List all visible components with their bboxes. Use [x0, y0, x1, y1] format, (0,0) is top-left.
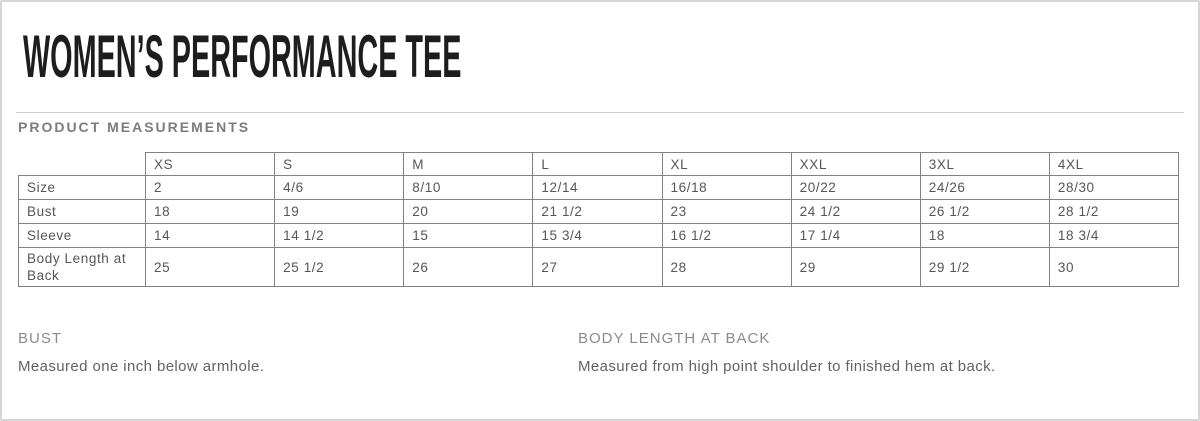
- measurement-cell: 30: [1048, 247, 1180, 287]
- table-row: Size 2 4/6 8/10 12/14 16/18 20/22 24/26 28/30: [18, 175, 1180, 200]
- measurement-cell: 15 3/4: [532, 223, 663, 248]
- measurement-cell: 16 1/2: [661, 223, 792, 248]
- section-heading: PRODUCT MEASUREMENTS: [18, 119, 251, 135]
- measurement-cell: 18: [144, 199, 276, 224]
- measurements-table-head: XS S M L XL XXL 3XL 4XL: [19, 152, 1180, 176]
- measurement-cell: 16/18: [661, 175, 792, 200]
- measurement-cell: 18: [919, 223, 1050, 248]
- measurement-cell: 28/30: [1048, 175, 1180, 200]
- footnotes: BUST Measured one inch below armhole. BO…: [18, 330, 1188, 375]
- measurement-cell: 18 3/4: [1048, 223, 1180, 248]
- measurement-cell: 27: [532, 247, 663, 287]
- note-body-length-heading: BODY LENGTH AT BACK: [578, 330, 771, 347]
- measurement-cell: 25: [144, 247, 276, 287]
- row-label: Sleeve: [18, 223, 146, 248]
- measurement-cell: 19: [274, 199, 405, 224]
- measurement-cell: 26 1/2: [919, 199, 1050, 224]
- measurement-cell: 14: [144, 223, 276, 248]
- measurement-cell: 25 1/2: [274, 247, 405, 287]
- column-header: XXL: [790, 152, 921, 176]
- divider: [16, 112, 1184, 113]
- column-header: XL: [661, 152, 792, 176]
- measurement-cell: 20: [403, 199, 534, 224]
- measurement-cell: 29: [790, 247, 921, 287]
- table-row: Body Length at Back 25 25 1/2 26 27 28 29 29 1/…: [18, 247, 1180, 287]
- measurement-cell: 29 1/2: [919, 247, 1050, 287]
- page-title: WOMEN’S PERFORMANCE TEE: [23, 23, 462, 90]
- column-header: 3XL: [919, 152, 1050, 176]
- measurement-cell: 14 1/2: [274, 223, 405, 248]
- measurement-cell: 28 1/2: [1048, 199, 1180, 224]
- note-bust: BUST Measured one inch below armhole.: [18, 330, 578, 375]
- measurement-cell: 15: [403, 223, 534, 248]
- table-row: Sleeve 14 14 1/2 15 15 3/4 16 1/2 17 1/4 18 18 3…: [18, 223, 1180, 248]
- row-label: Bust: [18, 199, 146, 224]
- measurement-cell: 28: [661, 247, 792, 287]
- measurement-cell: 4/6: [274, 175, 405, 200]
- measurement-cell: 20/22: [790, 175, 921, 200]
- measurement-cell: 21 1/2: [532, 199, 663, 224]
- table-row: Bust 18 19 20 21 1/2 23 24 1/2 26 1/2 28 1/2: [18, 199, 1180, 224]
- note-body-length-description: Measured from high point shoulder to fin…: [578, 358, 996, 375]
- table-corner-cell: [19, 153, 146, 176]
- measurement-cell: 26: [403, 247, 534, 287]
- measurement-cell: 24/26: [919, 175, 1050, 200]
- column-header: 4XL: [1048, 152, 1180, 176]
- measurement-cell: 12/14: [532, 175, 663, 200]
- measurements-table: XS S M L XL XXL 3XL 4XL Size 2 4/6 8/10 12/14 16/18 2…: [18, 152, 1180, 287]
- measurement-cell: 24 1/2: [790, 199, 921, 224]
- column-header: L: [532, 152, 663, 176]
- measurement-cell: 23: [661, 199, 792, 224]
- measurements-table-body: Size 2 4/6 8/10 12/14 16/18 20/22 24/26 28/30 Bus…: [18, 175, 1180, 287]
- column-header: S: [274, 152, 405, 176]
- column-header: XS: [144, 152, 276, 176]
- note-bust-heading: BUST: [18, 330, 63, 347]
- note-body-length: BODY LENGTH AT BACK Measured from high p…: [578, 330, 1188, 375]
- note-bust-description: Measured one inch below armhole.: [18, 358, 265, 375]
- row-label: Body Length at Back: [18, 247, 146, 287]
- measurement-cell: 2: [144, 175, 276, 200]
- measurement-cell: 17 1/4: [790, 223, 921, 248]
- measurement-cell: 8/10: [403, 175, 534, 200]
- column-header: M: [403, 152, 534, 176]
- row-label: Size: [18, 175, 146, 200]
